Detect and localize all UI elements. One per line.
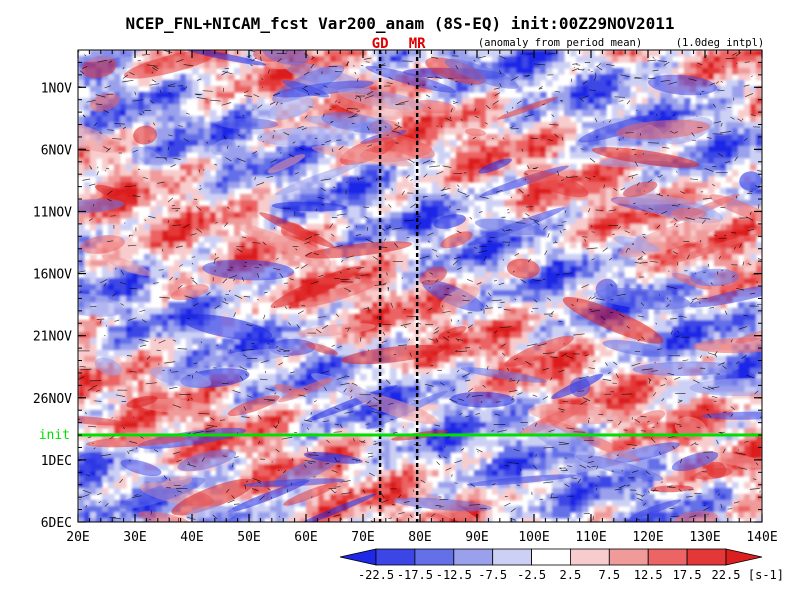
marker-lines [378, 50, 419, 522]
x-tick-label: 130E [689, 530, 720, 545]
resolution-note: (1.0deg intpl) [676, 37, 765, 49]
colorbar-segment [570, 548, 610, 566]
colorbar-segment [686, 548, 727, 566]
y-tick-label: 1NOV [41, 81, 72, 96]
x-tick-label: 40E [180, 530, 203, 545]
colorbar-segment [531, 548, 571, 566]
y-tick-label: 11NOV [33, 205, 72, 220]
colorbar-segment [608, 548, 649, 566]
init-label: init [39, 428, 70, 443]
contour-stipple [78, 50, 762, 522]
colorbar-tick-label: -7.5 [478, 568, 507, 582]
marker-label-mr: MR [409, 36, 426, 52]
colorbar: -22.5 -17.5 -12.5 -7.5 -2.5 2.5 7.5 12.5 17.5 22.… [339, 548, 763, 582]
colorbar-segment [647, 548, 688, 566]
x-tick-label: 140E [746, 530, 777, 545]
colorbar-tick-label: 2.5 [560, 568, 582, 582]
y-axis: 1NOV 6NOV 11NOV 16NOV 21NOV 26NOV 1DEC 6DEC [33, 49, 762, 531]
plot-area [78, 50, 762, 522]
colorbar-tick-label: -12.5 [436, 568, 472, 582]
x-tick-label: 50E [237, 530, 260, 545]
x-tick-label: 70E [351, 530, 374, 545]
y-tick-label: 16NOV [33, 268, 72, 283]
colorbar-segment [375, 548, 416, 566]
marker-labels: GD MR [372, 36, 426, 52]
y-tick-label: 1DEC [41, 454, 72, 469]
y-tick-label: 21NOV [33, 330, 72, 345]
chart-title: NCEP_FNL+NICAM_fcst Var200_anam (8S-EQ) … [125, 14, 674, 33]
colorbar-tick-label: 17.5 [673, 568, 702, 582]
x-tick-label: 20E [66, 530, 89, 545]
y-tick-label: 6DEC [41, 516, 72, 531]
x-axis: 20E 30E 40E 50E 60E 70E 80E 90E 100E 110E 120E 130E… [66, 50, 778, 545]
colorbar-tick-label: 22.5 [712, 568, 741, 582]
x-tick-label: 90E [465, 530, 488, 545]
colorbar-tick-label: 7.5 [598, 568, 620, 582]
x-tick-label: 80E [408, 530, 431, 545]
x-tick-label: 60E [294, 530, 317, 545]
colorbar-segment [492, 548, 533, 566]
colorbar-tick-label: -2.5 [517, 568, 546, 582]
colorbar-segment [414, 548, 455, 566]
y-tick-label: 6NOV [41, 143, 72, 158]
colorbar-tick-label: -22.5 [358, 568, 394, 582]
x-tick-label: 120E [632, 530, 663, 545]
colorbar-tick-label: -17.5 [397, 568, 433, 582]
marker-label-gd: GD [372, 36, 389, 52]
anomaly-blobs [78, 50, 762, 522]
x-tick-label: 100E [518, 530, 549, 545]
colorbar-tick-label: 12.5 [634, 568, 663, 582]
x-tick-label: 110E [575, 530, 606, 545]
y-tick-label: 26NOV [33, 392, 72, 407]
chart-subtitle: (anomaly from period mean) [478, 37, 642, 49]
colorbar-units: [s-1] [748, 568, 784, 582]
colorbar-low-arrow [339, 548, 377, 566]
x-tick-label: 30E [123, 530, 146, 545]
colorbar-segment [453, 548, 494, 566]
colorbar-high-arrow [725, 548, 763, 566]
